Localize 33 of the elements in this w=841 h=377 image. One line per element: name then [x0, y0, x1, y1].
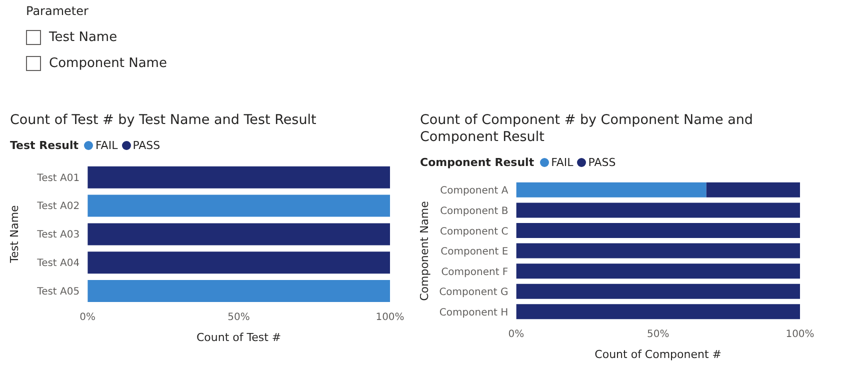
chart-title: Count of Test # by Test Name and Test Result [10, 112, 318, 129]
x-tick-label: 100% [786, 329, 814, 340]
legend-title: Test Result [10, 138, 78, 152]
legend-title: Component Result [420, 156, 534, 168]
y-axis-title: Test Name [8, 204, 21, 264]
y-tick-label: Component G [439, 287, 508, 298]
y-tick-label: Test A05 [36, 286, 80, 298]
y-tick-label: Test A04 [36, 258, 80, 269]
x-tick-label: 50% [228, 312, 250, 324]
y-tick-label: Component H [439, 307, 508, 318]
y-tick-label: Component B [440, 206, 508, 217]
legend-label: FAIL [94, 138, 118, 152]
y-axis-title: Component Name [418, 200, 431, 301]
y-tick-label: Test A02 [36, 201, 80, 212]
x-axis-title: Count of Component # [594, 348, 722, 361]
y-tick-label: Component E [440, 246, 508, 258]
text: Component Name [49, 56, 167, 70]
x-tick-label: 0% [80, 312, 96, 324]
x-tick-label: 100% [376, 312, 404, 324]
y-tick-label: Component C [440, 226, 508, 238]
chart-title: Count of Component # by Component Name and Component Result [420, 112, 754, 146]
x-tick-label: 50% [646, 329, 670, 340]
legend-label: PASS [587, 156, 616, 168]
legend-label: FAIL [550, 156, 574, 168]
y-tick-label: Test A01 [36, 172, 80, 184]
y-tick-label: Test A03 [36, 230, 80, 241]
y-tick-label: Component F [441, 266, 508, 278]
x-tick-label: 0% [508, 329, 524, 340]
text: Parameter [26, 4, 90, 18]
text: Test Name [49, 30, 118, 44]
legend-label: PASS [132, 138, 160, 152]
y-tick-label: Component A [440, 186, 508, 197]
x-axis-title: Count of Test # [196, 331, 282, 344]
